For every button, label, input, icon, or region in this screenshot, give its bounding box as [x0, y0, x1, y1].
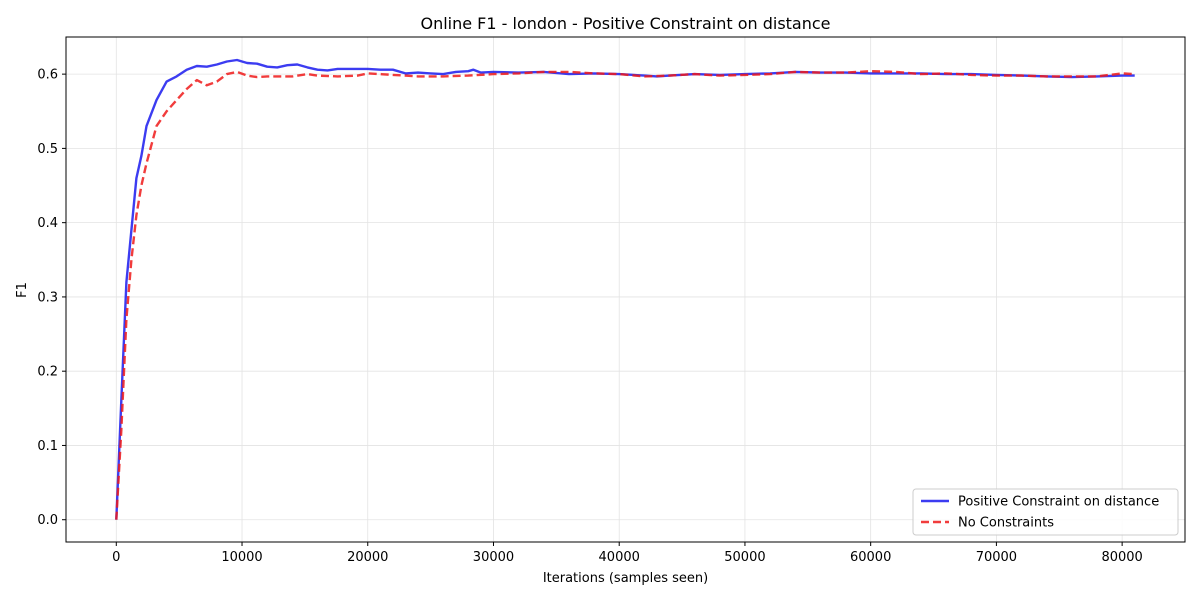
x-axis-label: Iterations (samples seen) [543, 571, 708, 586]
y-tick-label: 0.4 [37, 216, 58, 231]
legend-label-1: Positive Constraint on distance [958, 495, 1159, 510]
y-tick-label: 0.6 [37, 68, 58, 83]
y-tick-label: 0.5 [37, 142, 58, 157]
legend-label-2: No Constraints [958, 516, 1054, 531]
x-tick-label: 10000 [221, 550, 262, 565]
axis-ticks: 0 10000 20000 30000 40000 50000 60000 70000 8000… [37, 68, 1143, 565]
series-line-1 [115, 58, 1135, 520]
series-line-2 [115, 69, 1135, 520]
x-tick-label: 30000 [473, 550, 514, 565]
x-tick-label: 50000 [724, 550, 765, 565]
axes-frame [65, 36, 1186, 543]
x-tick-label: 60000 [850, 550, 891, 565]
y-tick-label: 0.1 [37, 439, 58, 454]
legend: Positive Constraint on distance No Constr… [912, 488, 1179, 536]
x-tick-label: 20000 [347, 550, 388, 565]
x-tick-label: 0 [112, 550, 120, 565]
legend-box [912, 488, 1179, 536]
y-tick-label: 0.3 [37, 290, 58, 305]
y-axis-label: F1 [15, 282, 30, 298]
x-tick-label: 40000 [599, 550, 640, 565]
plot-area [115, 58, 1135, 520]
x-tick-label: 80000 [1101, 550, 1142, 565]
x-tick-label: 70000 [976, 550, 1017, 565]
y-tick-label: 0.0 [37, 513, 58, 528]
y-tick-label: 0.2 [37, 365, 58, 380]
grid [66, 37, 1185, 542]
chart-title: Online F1 - london - Positive Constraint… [420, 14, 830, 33]
